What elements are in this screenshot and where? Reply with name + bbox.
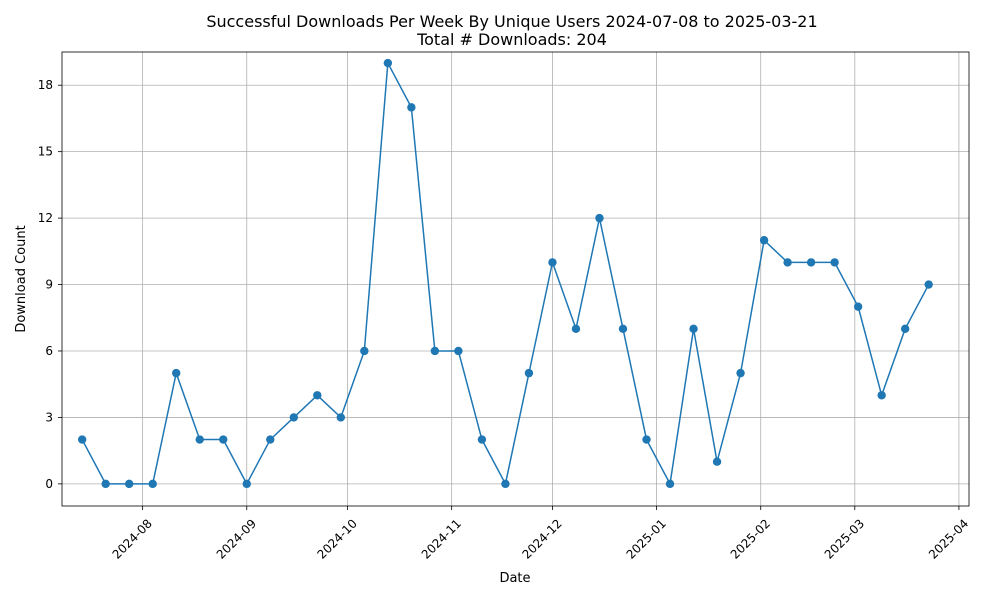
- y-tick-label: 9: [45, 278, 53, 292]
- data-point: [360, 346, 369, 356]
- data-point: [571, 324, 581, 334]
- y-tick-label: 3: [45, 410, 53, 424]
- data-point: [712, 457, 722, 466]
- x-tick-label: 2024-11: [419, 516, 464, 561]
- data-point: [195, 435, 204, 444]
- y-tick-label: 6: [45, 344, 53, 358]
- data-point: [830, 258, 839, 267]
- x-tick-label: 2025-01: [624, 516, 669, 561]
- data-point: [219, 435, 228, 444]
- y-tick-label: 18: [38, 78, 53, 92]
- x-tick-label: 2025-03: [822, 516, 867, 561]
- data-point: [124, 479, 134, 489]
- x-tick-label: 2024-12: [519, 516, 564, 561]
- data-point: [524, 368, 534, 378]
- data-point: [454, 346, 463, 356]
- y-axis-label: Download Count: [14, 225, 29, 332]
- data-point: [148, 479, 157, 489]
- series-line: [81, 60, 930, 487]
- data-point: [924, 280, 933, 289]
- data-point: [689, 324, 698, 334]
- x-tick-label: 2024-09: [214, 516, 259, 561]
- x-axis-label: Date: [499, 571, 530, 586]
- data-point: [783, 258, 792, 267]
- y-axis-ticks: 0 3 6 9 12 15 18: [38, 78, 62, 491]
- y-tick-label: 12: [38, 211, 53, 225]
- x-tick-label: 2024-08: [110, 516, 155, 561]
- data-point: [407, 103, 416, 112]
- data-point: [172, 368, 181, 378]
- x-tick-label: 2024-10: [315, 516, 360, 561]
- data-point: [736, 368, 745, 378]
- data-point: [383, 58, 393, 68]
- data-point: [430, 346, 440, 356]
- data-point: [289, 413, 298, 422]
- data-points: [77, 58, 933, 489]
- data-point: [618, 324, 628, 334]
- data-point: [266, 435, 275, 444]
- x-tick-label: 2025-04: [926, 516, 971, 561]
- chart-title: Successful Downloads Per Week By Unique …: [206, 12, 817, 31]
- data-point: [477, 435, 487, 444]
- plot-frame: [61, 51, 970, 507]
- data-point: [642, 435, 651, 444]
- data-point: [242, 479, 251, 489]
- data-point: [501, 479, 510, 489]
- data-point: [900, 324, 910, 334]
- x-axis-ticks: 2024-08 2024-09 2024-10 2024-11 2024-12 2025-…: [110, 506, 971, 562]
- data-point: [595, 213, 604, 223]
- grid-lines: [62, 52, 969, 506]
- data-point: [336, 413, 346, 422]
- data-point: [759, 236, 769, 245]
- data-point: [77, 435, 87, 444]
- y-tick-label: 0: [45, 477, 53, 491]
- data-point: [877, 391, 886, 400]
- data-point: [665, 479, 675, 489]
- data-point: [853, 302, 863, 311]
- y-tick-label: 15: [38, 145, 53, 159]
- data-point: [313, 391, 322, 400]
- data-point: [548, 258, 557, 267]
- data-point: [806, 258, 816, 267]
- chart-subtitle: Total # Downloads: 204: [416, 30, 607, 49]
- data-point: [101, 479, 110, 489]
- x-tick-label: 2025-02: [728, 516, 773, 561]
